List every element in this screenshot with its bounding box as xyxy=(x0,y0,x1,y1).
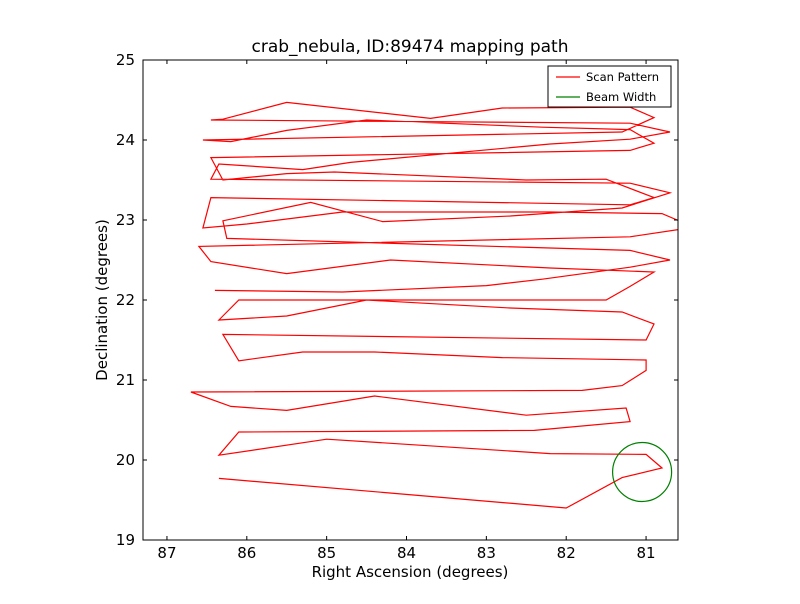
legend: Scan Pattern Beam Width xyxy=(547,65,672,108)
legend-box xyxy=(547,65,672,108)
x-tick-label: 85 xyxy=(317,544,336,562)
y-axis-label: Declination (degrees) xyxy=(93,219,111,381)
y-tick-label: 25 xyxy=(116,51,135,69)
x-tick-label: 84 xyxy=(397,544,416,562)
x-axis-label: Right Ascension (degrees) xyxy=(312,563,509,581)
y-tick-label: 22 xyxy=(116,291,135,309)
y-tick-label: 19 xyxy=(116,531,135,549)
legend-label: Beam Width xyxy=(586,90,656,104)
x-tick-label: 87 xyxy=(157,544,176,562)
axes: 87 86 85 84 83 82 81 19 20 21 22 23 24 25 xyxy=(116,51,679,562)
y-tick-label: 20 xyxy=(116,451,135,469)
legend-label: Scan Pattern xyxy=(586,70,659,84)
y-tick-label: 24 xyxy=(116,131,135,149)
y-tick-label: 23 xyxy=(116,211,135,229)
plot-area xyxy=(190,101,678,509)
x-tick-label: 82 xyxy=(557,544,576,562)
x-tick-label: 83 xyxy=(477,544,496,562)
series-line-scan-pattern xyxy=(190,101,678,509)
y-tick-label: 21 xyxy=(116,371,135,389)
series-circle-beam-width xyxy=(611,441,673,503)
chart-title: crab_nebula, ID:89474 mapping path xyxy=(251,37,568,57)
x-tick-label: 86 xyxy=(237,544,256,562)
x-tick-label: 81 xyxy=(637,544,656,562)
